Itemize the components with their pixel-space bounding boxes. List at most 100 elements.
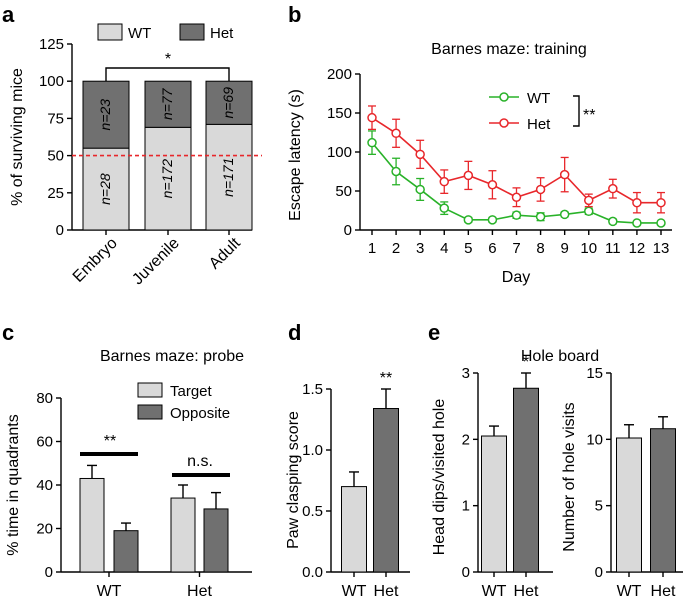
b-x-tick-label: 12 [629, 240, 646, 257]
e2-y-axis-title: Number of hole visits [561, 402, 578, 551]
a-count-label-het: n=23 [97, 99, 113, 131]
b-legend-marker-het [499, 118, 509, 128]
e2-y-tick-label: 5 [595, 498, 603, 515]
b-data-point-wt [632, 218, 642, 228]
b-x-axis-title: Day [502, 269, 530, 286]
c-bar-target-het [170, 497, 196, 573]
c-legend-swatch-target [137, 382, 163, 398]
b-x-tick-label: 9 [560, 240, 568, 257]
e1-y-axis-title: Head dips/visited hole [431, 399, 448, 556]
d-y-tick-label: 0.0 [302, 564, 323, 581]
e2-y-tick-label: 0 [595, 564, 603, 581]
b-significance-stars: ** [583, 107, 595, 124]
b-x-tick-label: 6 [488, 240, 496, 257]
panel-label-e1: e [428, 320, 440, 345]
e2-x-tick-label: WT [617, 583, 642, 600]
b-y-tick-label: 50 [335, 183, 352, 200]
e1-x-tick-label: WT [482, 583, 507, 600]
a-count-label-het: n=77 [159, 87, 175, 120]
b-x-tick-label: 5 [464, 240, 472, 257]
b-data-point-het [584, 195, 594, 206]
panel-label-a: a [2, 2, 15, 27]
legend-swatch-wt [97, 23, 123, 41]
a-x-tick-label: Juvenile [129, 235, 183, 289]
a-count-label-wt: n=171 [220, 158, 236, 197]
c-significance-stars: ** [104, 433, 116, 450]
c-chart-title: Barnes maze: probe [100, 348, 244, 365]
c-y-tick-label: 20 [36, 521, 53, 538]
c-bar-opposite-wt [113, 530, 139, 573]
panel-e-hole-visits-chart: 0 5 10 15 Number of hole visits WT Het [561, 365, 683, 600]
d-significance-stars: ** [380, 370, 392, 387]
e1-chart-title: Hole board [521, 348, 599, 365]
e1-y-tick-label: 1 [462, 498, 470, 515]
a-y-tick-label: 100 [39, 73, 64, 90]
c-significance-ns: n.s. [187, 453, 213, 470]
a-count-label-wt: n=172 [159, 159, 175, 199]
panel-b-chart: b Barnes maze: training 0 50 100 150 200 Escape… [287, 2, 672, 286]
a-bar-wt-embryo [82, 147, 130, 231]
d-x-tick-label: Het [374, 583, 399, 600]
b-data-point-het [608, 183, 618, 194]
b-x-tick-label: 11 [605, 240, 621, 257]
b-data-point-het [367, 112, 377, 123]
b-y-tick-label: 200 [327, 66, 352, 83]
c-y-tick-label: 40 [36, 477, 53, 494]
d-y-tick-label: 1.5 [302, 381, 323, 398]
d-x-tick-label: WT [342, 583, 367, 600]
e1-bar-wt [481, 435, 507, 573]
b-data-point-wt [439, 203, 449, 213]
panel-c-chart: c Barnes maze: probe 0 20 40 60 80 % time in qu… [2, 320, 252, 600]
e1-x-tick-label: Het [514, 583, 539, 600]
c-bar-target-wt [79, 477, 105, 573]
e1-bar-het [513, 387, 539, 573]
e2-y-tick-label: 10 [586, 431, 603, 448]
b-data-point-wt [608, 216, 618, 227]
panel-label-d: d [288, 320, 301, 345]
e1-y-tick-label: 2 [462, 431, 470, 448]
c-legend-swatch-opposite [137, 404, 163, 420]
panel-label-c: c [2, 320, 14, 345]
panel-label-b: b [288, 2, 301, 27]
e2-y-tick-label: 15 [586, 365, 603, 382]
c-legend-label-opposite: Opposite [170, 405, 230, 422]
a-bar-het-juvenile [144, 80, 192, 128]
b-data-point-het [487, 180, 498, 190]
d-y-tick-label: 1.0 [302, 442, 323, 459]
b-x-tick-label: 8 [536, 240, 544, 257]
b-data-point-wt [487, 215, 498, 225]
a-significance-star: * [165, 51, 171, 68]
c-y-tick-label: 80 [36, 390, 53, 407]
a-bar-het-embryo [82, 80, 130, 149]
b-data-point-wt [584, 206, 594, 217]
d-y-tick-label: 0.5 [302, 503, 323, 520]
b-data-point-wt [511, 210, 522, 220]
a-count-label-het: n=69 [220, 87, 236, 119]
a-y-tick-label: 50 [47, 148, 64, 165]
panel-a-chart: a WT Het 0 25 50 75 100 125 % of surviving mice n=… [2, 2, 262, 288]
b-data-point-het [415, 149, 425, 160]
b-x-tick-label: 13 [653, 240, 670, 257]
b-legend-marker-wt [499, 92, 509, 102]
b-data-point-wt [463, 215, 474, 225]
b-data-point-het [391, 128, 401, 139]
panel-e-head-dips-chart: e Hole board 0 1 2 3 Head dips/visited hole WT H… [428, 320, 599, 600]
b-legend-label-het: Het [527, 116, 551, 133]
a-x-tick-label: Embryo [70, 235, 121, 286]
legend-label-het: Het [210, 25, 234, 42]
b-x-tick-label: 3 [416, 240, 424, 257]
e1-y-tick-label: 0 [462, 564, 470, 581]
b-x-tick-label: 2 [392, 240, 400, 257]
c-y-tick-label: 0 [45, 564, 53, 581]
e1-significance-stars: * [523, 354, 529, 371]
legend-swatch-het [179, 23, 205, 41]
b-data-point-wt [367, 137, 377, 148]
a-y-tick-label: 25 [47, 185, 64, 202]
c-y-axis-title: % time in quadrants [5, 414, 22, 555]
b-data-point-het [632, 197, 642, 208]
b-x-tick-label: 1 [368, 240, 376, 257]
b-data-point-het [463, 170, 474, 181]
c-bar-opposite-het [203, 508, 229, 573]
b-legend-label-wt: WT [527, 90, 550, 107]
